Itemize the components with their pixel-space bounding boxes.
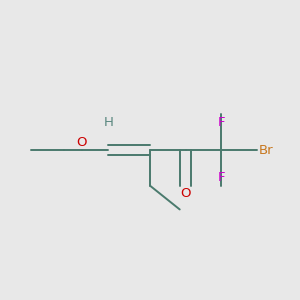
Text: F: F [218,116,225,129]
Text: H: H [103,116,113,129]
Text: Br: Br [259,143,273,157]
Text: F: F [218,171,225,184]
Text: O: O [76,136,87,148]
Text: O: O [180,187,191,200]
